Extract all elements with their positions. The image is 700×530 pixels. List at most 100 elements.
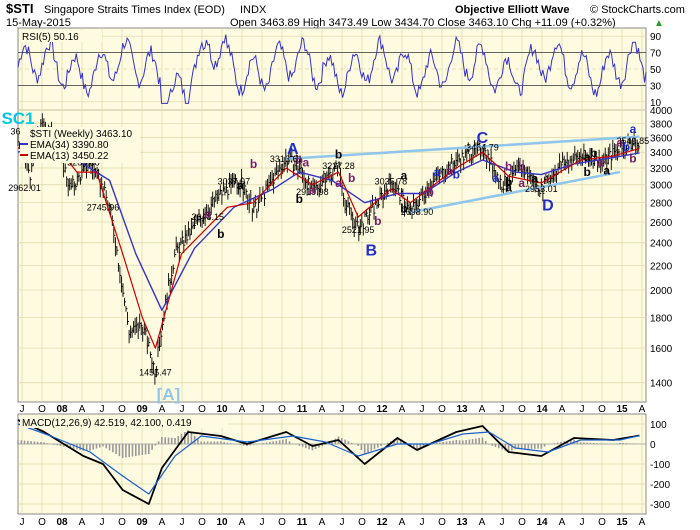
rsi-plot (17, 34, 647, 104)
x-tick-label: O (198, 517, 206, 528)
x-tick-label: J (340, 404, 345, 415)
x-tick-label: A (399, 404, 406, 415)
ema34-legend: EMA(34) 3390.80 (30, 140, 109, 151)
rsi-line (17, 34, 647, 104)
x-tick-label: 13 (456, 517, 468, 528)
x-tick-label: J (20, 517, 25, 528)
x-tick-label: J (580, 404, 585, 415)
macd-signal-line (17, 423, 640, 495)
x-tick-label: A (319, 517, 326, 528)
wave-label: a (401, 168, 408, 182)
price-tick-label: 3200 (650, 164, 673, 175)
x-tick-label: 12 (376, 404, 388, 415)
wave-label: b (453, 168, 460, 182)
wave-label: a (309, 183, 316, 197)
macd-tick-label: -300 (650, 500, 670, 511)
chart-date: 15-May-2015 (6, 17, 71, 29)
x-tick-label: 08 (56, 404, 68, 415)
macd-legend: MACD(12,26,9) 42.519, 42.100, 0.419 (22, 418, 192, 429)
price-label: 2521.95 (342, 225, 375, 235)
price-tick-label: 4000 (650, 106, 673, 117)
x-tick-label: O (438, 404, 446, 415)
ema34-line (17, 144, 640, 311)
price-label: 2962.01 (8, 183, 41, 193)
wave-label: D (542, 197, 554, 214)
price-legend: $STI (Weekly) 3463.10 (30, 129, 133, 140)
wave-label: b (623, 140, 630, 154)
price-tick-label: 2600 (650, 218, 673, 229)
price-tick-label: 2000 (650, 286, 673, 297)
x-tick-label: 12 (376, 517, 388, 528)
wave-label: b (250, 157, 257, 171)
x-tick-label: A (79, 517, 86, 528)
symbol: $STI (6, 1, 33, 16)
price-tick-label: 1800 (650, 313, 673, 324)
macd-line (17, 419, 640, 505)
wave-label: b (583, 165, 590, 179)
price-tick-label: 2400 (650, 239, 673, 250)
x-tick-label: O (38, 517, 46, 528)
price-tick-label: 3600 (650, 133, 673, 144)
x-tick-label: O (518, 404, 526, 415)
x-tick-label: 09 (136, 404, 148, 415)
macd-tick-label: 0 (650, 440, 656, 451)
trend-line (286, 135, 640, 161)
x-tick-label: A (639, 517, 646, 528)
macd-tick-label: 100 (650, 420, 667, 431)
price-label: 3464.79 (466, 142, 499, 152)
x-tick-label: 13 (456, 404, 468, 415)
price-label: 3549.85 (617, 136, 650, 146)
wave-label: a (204, 207, 211, 221)
rsi-tick-label: 70 (650, 49, 662, 60)
x-tick-label: A (479, 517, 486, 528)
wave-labels: 3269.882962.012745.961455.472648.153037.… (1, 109, 649, 404)
macd-plot (17, 419, 641, 505)
wave-label: b (590, 146, 597, 160)
ohlc: Open 3463.89 High 3473.49 Low 3434.70 Cl… (230, 17, 616, 29)
x-tick-label: J (100, 517, 105, 528)
macd-tick-label: -100 (650, 460, 670, 471)
x-tick-label: J (260, 517, 265, 528)
x-tick-label: O (278, 404, 286, 415)
price-tick-label: 1400 (650, 379, 673, 390)
x-tick-label: O (38, 404, 46, 415)
x-tick-label: 10 (216, 404, 228, 415)
price-tick-label: 1600 (650, 344, 673, 355)
x-tick-label: O (118, 404, 126, 415)
wave-label: b (217, 227, 224, 241)
x-tick-label: J (420, 517, 425, 528)
rsi-tick-label: 90 (650, 32, 662, 43)
wave-label: a (302, 155, 309, 169)
x-tick-label: J (420, 404, 425, 415)
x-tick-label: O (358, 404, 366, 415)
x-tick-label: 10 (216, 517, 228, 528)
price-label: 368 (10, 127, 25, 137)
x-tick-label: A (239, 517, 246, 528)
index-name: Singapore Straits Times Index (EOD) (44, 4, 225, 16)
x-tick-label: 15 (616, 517, 628, 528)
x-tick-label: J (500, 517, 505, 528)
x-tick-label: J (20, 404, 25, 415)
x-tick-label: A (479, 404, 486, 415)
x-tick-label: A (319, 404, 326, 415)
price-plot (17, 113, 641, 385)
price-tick-label: 2800 (650, 199, 673, 210)
wave-label: b (348, 171, 355, 185)
x-tick-label: O (438, 517, 446, 528)
price-label: 2919.98 (296, 187, 329, 197)
wave-label: b (505, 175, 512, 189)
price-label: 2648.15 (191, 212, 224, 222)
wave-label: b (374, 214, 381, 228)
wave-label: a (505, 180, 512, 194)
exchange: INDX (240, 4, 267, 16)
wave-label: a (584, 150, 591, 164)
x-tick-label: 14 (536, 517, 548, 528)
source-title: Objective Elliott Wave (455, 4, 570, 16)
price-label: 3227.28 (322, 161, 355, 171)
x-tick-label: O (598, 517, 606, 528)
rsi-legend: RSI(5) 50.16 (22, 32, 79, 43)
wave-label: a (433, 165, 440, 179)
wave-label: b (505, 159, 512, 173)
wave-label: b (296, 192, 303, 206)
